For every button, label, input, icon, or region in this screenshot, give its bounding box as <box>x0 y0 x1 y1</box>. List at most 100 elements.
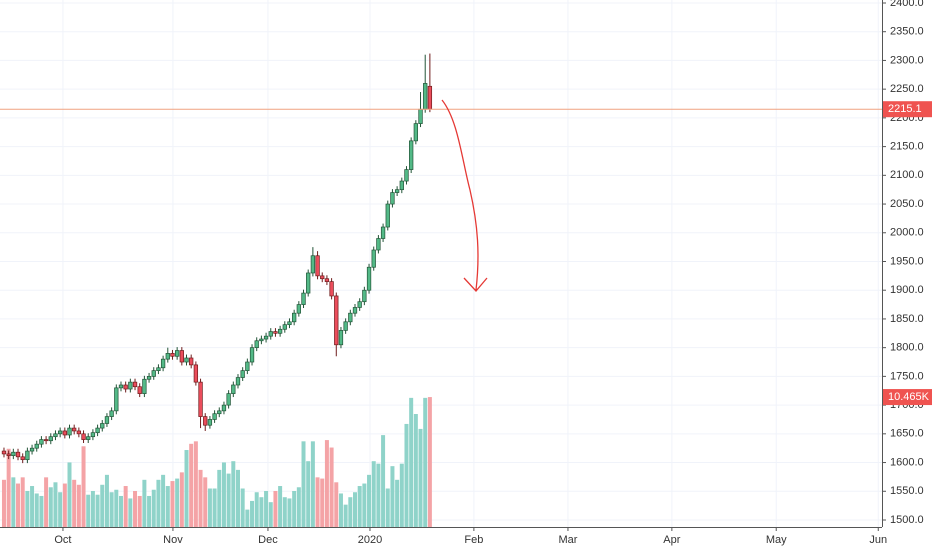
candle-body <box>189 357 194 366</box>
candle-body <box>203 416 208 426</box>
y-tick-label: 1900.0 <box>890 284 924 296</box>
candle-body <box>100 423 105 429</box>
annotation-arrow <box>441 99 488 292</box>
candle-body <box>86 436 91 440</box>
volume-bar <box>413 414 418 527</box>
volume-bar <box>86 494 91 527</box>
y-tick-label: 1750.0 <box>890 370 924 382</box>
candle-body <box>123 384 128 390</box>
candle-body <box>338 330 344 346</box>
candle <box>376 235 381 254</box>
candle <box>362 286 367 306</box>
volume-bar <box>273 490 278 527</box>
candle-body <box>76 430 82 435</box>
volume-bar <box>240 488 245 527</box>
candle <box>217 407 222 418</box>
volume-bar <box>399 463 404 527</box>
candle-body <box>174 350 180 357</box>
y-tick-label: 1800.0 <box>890 342 924 354</box>
volume-bar <box>427 397 432 527</box>
volume-bar <box>287 498 292 527</box>
candle-body <box>160 358 166 369</box>
volume-bar <box>282 497 287 527</box>
volume-bar <box>48 487 53 527</box>
candle <box>39 436 44 448</box>
candle-body <box>263 335 269 340</box>
volume-bar <box>292 490 297 527</box>
x-tick-label: Jun <box>869 534 887 546</box>
candle <box>193 361 199 386</box>
volume-bar <box>362 483 367 527</box>
candle <box>62 427 67 439</box>
y-tick-label: 1500.0 <box>890 514 924 526</box>
candle-body <box>53 433 58 438</box>
candle-body <box>366 266 372 291</box>
candle <box>259 335 264 345</box>
candle-body <box>282 324 287 330</box>
candle-body <box>409 140 414 170</box>
volume-bar <box>58 492 63 527</box>
y-tick-label: 2350.0 <box>890 26 924 38</box>
candle <box>81 430 86 444</box>
candle <box>334 292 339 357</box>
candle <box>301 289 306 309</box>
candle <box>352 303 358 317</box>
candle-body <box>385 203 390 228</box>
volume-bar <box>109 492 114 527</box>
y-tick-label: 2150.0 <box>890 141 924 153</box>
candle <box>413 120 418 145</box>
candle-body <box>11 451 16 457</box>
volume-bar <box>30 486 35 527</box>
volume-bar <box>123 486 128 527</box>
candle <box>235 374 241 389</box>
candle <box>174 347 180 360</box>
volume-bar <box>409 397 414 527</box>
volume-bar <box>165 486 170 527</box>
candle-body <box>81 433 86 440</box>
volume-bar <box>6 448 11 527</box>
candle-body <box>273 331 278 334</box>
volume-bar <box>25 490 30 527</box>
candle-body <box>277 328 283 334</box>
volume-bar <box>254 492 259 527</box>
candle-body <box>259 338 264 342</box>
candle <box>151 367 156 380</box>
candle-body <box>306 272 311 294</box>
candle-body <box>57 430 63 435</box>
candle-body <box>404 169 409 182</box>
candle <box>277 325 283 337</box>
candle-body <box>268 331 273 337</box>
y-tick-label: 2000.0 <box>890 227 924 239</box>
candle-body <box>310 255 316 274</box>
last-price-label: 2215.1 <box>888 103 922 115</box>
volume-bar <box>221 462 226 527</box>
volume-bar <box>338 493 343 527</box>
volume-bar <box>329 447 334 527</box>
candle <box>390 189 395 208</box>
candle-body <box>1 450 7 455</box>
candle <box>221 401 227 415</box>
volume-bar <box>142 479 147 527</box>
candle-body <box>184 357 189 363</box>
candle <box>338 326 344 349</box>
candle-body <box>193 364 199 383</box>
candle <box>315 251 320 280</box>
candle-body <box>362 289 367 303</box>
candle-body <box>371 249 376 268</box>
candle <box>306 269 311 297</box>
volume-bar <box>170 481 175 527</box>
candle <box>371 246 376 271</box>
volume-bar <box>385 488 390 527</box>
volume-bar <box>104 474 109 527</box>
candle <box>53 430 58 441</box>
candle-body <box>34 443 39 449</box>
volume-bar <box>100 484 105 527</box>
candle-body <box>254 340 259 349</box>
candle <box>343 318 348 334</box>
candle-body <box>324 278 330 282</box>
y-tick-label: 2300.0 <box>890 54 924 66</box>
candle-body <box>357 301 362 308</box>
volume-bar <box>203 477 208 527</box>
candle <box>245 358 250 375</box>
candle-body <box>179 350 184 363</box>
